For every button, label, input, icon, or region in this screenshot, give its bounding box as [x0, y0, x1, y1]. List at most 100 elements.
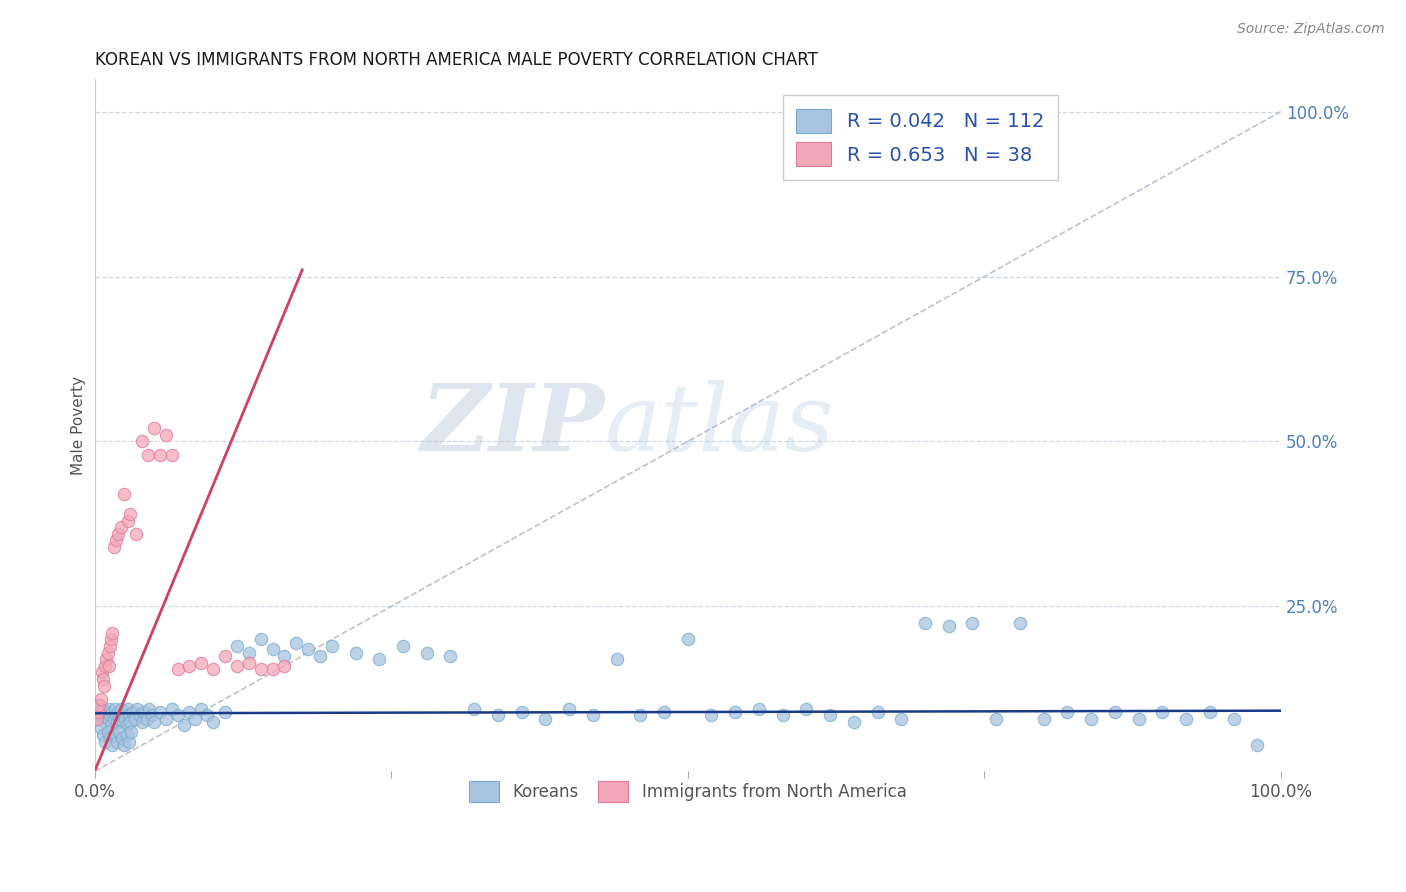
Point: [93, 708, 115, 723]
Point: [118, 708, 141, 723]
Point: [86, 702, 108, 716]
Point: [842, 714, 865, 729]
Point: [534, 712, 557, 726]
Point: [98, 708, 121, 723]
Point: [112, 705, 135, 719]
Point: [226, 658, 249, 673]
Point: [117, 514, 139, 528]
Point: [179, 705, 201, 719]
Point: [104, 702, 127, 716]
Point: [558, 702, 581, 716]
Legend: Koreans, Immigrants from North America: Koreans, Immigrants from North America: [456, 768, 920, 815]
Text: ZIP: ZIP: [420, 380, 605, 470]
Point: [214, 705, 236, 719]
Text: KOREAN VS IMMIGRANTS FROM NORTH AMERICA MALE POVERTY CORRELATION CHART: KOREAN VS IMMIGRANTS FROM NORTH AMERICA …: [94, 51, 817, 69]
Point: [97, 702, 120, 716]
Point: [321, 639, 343, 653]
Point: [160, 702, 183, 716]
Point: [100, 632, 122, 647]
Point: [104, 533, 127, 548]
Point: [166, 708, 188, 723]
Point: [890, 712, 912, 726]
Point: [89, 705, 111, 719]
Point: [141, 708, 163, 723]
Point: [238, 646, 260, 660]
Point: [1222, 712, 1244, 726]
Point: [97, 712, 120, 726]
Point: [486, 708, 509, 723]
Point: [120, 724, 142, 739]
Point: [1008, 615, 1031, 630]
Point: [91, 702, 114, 716]
Point: [131, 434, 153, 449]
Point: [97, 724, 120, 739]
Point: [938, 619, 960, 633]
Point: [368, 652, 391, 666]
Point: [112, 487, 135, 501]
Point: [111, 708, 134, 723]
Point: [115, 728, 138, 742]
Point: [105, 714, 128, 729]
Point: [652, 705, 675, 719]
Point: [111, 731, 134, 746]
Point: [108, 712, 131, 726]
Point: [1128, 712, 1150, 726]
Point: [87, 708, 110, 723]
Point: [107, 705, 129, 719]
Point: [89, 722, 111, 736]
Point: [344, 646, 367, 660]
Point: [700, 708, 723, 723]
Point: [93, 679, 115, 693]
Point: [297, 642, 319, 657]
Point: [142, 714, 165, 729]
Point: [91, 728, 114, 742]
Point: [1175, 712, 1198, 726]
Point: [86, 712, 108, 726]
Point: [748, 702, 770, 716]
Point: [89, 691, 111, 706]
Point: [115, 718, 138, 732]
Point: [149, 705, 172, 719]
Point: [96, 652, 118, 666]
Point: [104, 728, 127, 742]
Point: [796, 702, 818, 716]
Point: [628, 708, 651, 723]
Point: [114, 712, 136, 726]
Point: [416, 646, 439, 660]
Point: [190, 702, 212, 716]
Point: [1056, 705, 1078, 719]
Point: [120, 714, 142, 729]
Point: [89, 698, 111, 713]
Point: [136, 448, 159, 462]
Point: [105, 734, 128, 748]
Point: [98, 639, 121, 653]
Point: [125, 526, 148, 541]
Point: [90, 712, 112, 726]
Point: [107, 526, 129, 541]
Point: [772, 708, 794, 723]
Point: [96, 705, 118, 719]
Point: [463, 702, 485, 716]
Point: [128, 708, 150, 723]
Point: [101, 625, 124, 640]
Point: [160, 448, 183, 462]
Point: [202, 714, 225, 729]
Point: [94, 658, 117, 673]
Point: [1104, 705, 1126, 719]
Point: [392, 639, 415, 653]
Point: [112, 738, 135, 752]
Point: [108, 724, 131, 739]
Point: [273, 658, 295, 673]
Point: [179, 658, 201, 673]
Point: [104, 708, 127, 723]
Point: [1198, 705, 1220, 719]
Point: [249, 632, 271, 647]
Point: [112, 714, 135, 729]
Point: [676, 632, 699, 647]
Point: [91, 672, 114, 686]
Text: Source: ZipAtlas.com: Source: ZipAtlas.com: [1237, 22, 1385, 37]
Point: [226, 639, 249, 653]
Point: [1080, 712, 1102, 726]
Point: [127, 702, 149, 716]
Point: [117, 702, 139, 716]
